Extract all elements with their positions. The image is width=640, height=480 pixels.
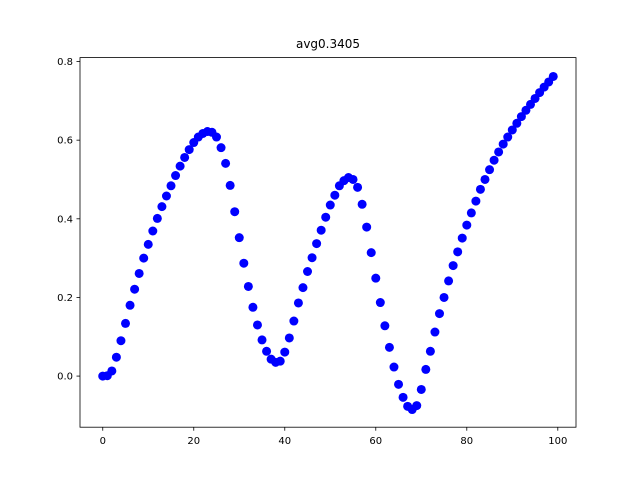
data-point (284, 333, 294, 343)
data-point (485, 165, 495, 175)
data-point (293, 298, 303, 308)
data-point (130, 284, 140, 294)
data-point (425, 346, 435, 356)
data-point (234, 233, 244, 243)
data-point (289, 316, 299, 326)
data-point (262, 346, 272, 356)
plot-area-frame (79, 57, 577, 428)
data-point (475, 184, 485, 194)
data-point (330, 190, 340, 200)
data-point (111, 352, 121, 362)
data-point (230, 207, 240, 217)
data-point (171, 171, 181, 181)
data-point (161, 191, 171, 201)
data-point (221, 158, 231, 168)
data-point (321, 212, 331, 222)
data-point (243, 281, 253, 291)
data-point (257, 335, 267, 345)
data-point (280, 347, 290, 357)
data-point (180, 152, 190, 162)
data-point (548, 71, 558, 81)
data-point (107, 366, 117, 376)
data-point (498, 139, 508, 149)
data-point (157, 202, 167, 212)
data-point (448, 261, 458, 271)
data-point (143, 239, 153, 249)
data-point (384, 342, 394, 352)
data-point (494, 147, 504, 157)
data-point (416, 384, 426, 394)
y-tick-label: 0.0 (57, 372, 73, 383)
data-point (148, 226, 158, 236)
data-point (348, 174, 358, 184)
data-point (212, 132, 222, 142)
data-point (371, 273, 381, 283)
data-point (444, 276, 454, 286)
data-point (275, 356, 285, 366)
data-point (298, 283, 308, 293)
data-point (453, 247, 463, 257)
data-point (121, 318, 130, 328)
data-point (216, 143, 226, 153)
data-point (353, 182, 363, 192)
x-tick-label: 20 (187, 436, 200, 447)
data-point (125, 300, 135, 310)
data-point (412, 401, 422, 411)
data-point (239, 258, 249, 268)
data-point (507, 125, 517, 135)
data-point (139, 253, 149, 263)
data-point (480, 174, 490, 184)
x-tick-label: 60 (369, 436, 382, 447)
data-point (312, 239, 322, 249)
y-tick-label: 0.6 (57, 136, 73, 147)
data-point (462, 220, 472, 230)
data-point (225, 180, 235, 190)
x-axis-ticks: 0 20 40 60 80 100 (100, 427, 567, 447)
data-point (512, 118, 522, 128)
y-tick-label: 0.8 (57, 57, 73, 68)
data-point (471, 196, 481, 206)
x-tick-label: 40 (278, 436, 291, 447)
x-tick-label: 0 (100, 436, 106, 447)
data-point (166, 181, 176, 191)
data-point (175, 161, 185, 171)
data-point (316, 225, 326, 235)
data-point (466, 208, 476, 218)
data-point (489, 155, 499, 165)
data-point (439, 292, 449, 302)
data-point (116, 336, 126, 346)
data-point (357, 199, 367, 209)
data-point (366, 248, 376, 258)
data-point (325, 200, 335, 210)
y-tick-label: 0.2 (57, 293, 73, 304)
data-point (434, 309, 444, 319)
data-point (134, 268, 144, 278)
data-point (303, 267, 313, 276)
y-tick-label: 0.4 (57, 214, 73, 225)
data-point (375, 298, 385, 308)
data-point (307, 253, 317, 263)
data-point (457, 233, 467, 243)
data-point (516, 112, 526, 122)
data-point (362, 222, 372, 232)
data-point (248, 302, 258, 312)
data-point (398, 392, 408, 402)
data-points (98, 71, 558, 415)
data-point (394, 379, 404, 389)
data-point (389, 362, 399, 372)
data-point (503, 132, 513, 142)
y-axis-ticks: 0.0 0.2 0.4 0.6 0.8 (57, 57, 80, 383)
data-point (421, 364, 431, 374)
data-point (252, 320, 262, 330)
chart-title: avg0.3405 (296, 37, 360, 51)
x-tick-label: 100 (548, 436, 567, 447)
data-point (380, 321, 390, 331)
x-tick-label: 80 (460, 436, 473, 447)
data-point (430, 327, 440, 337)
data-point (184, 145, 194, 155)
data-point (152, 213, 162, 223)
